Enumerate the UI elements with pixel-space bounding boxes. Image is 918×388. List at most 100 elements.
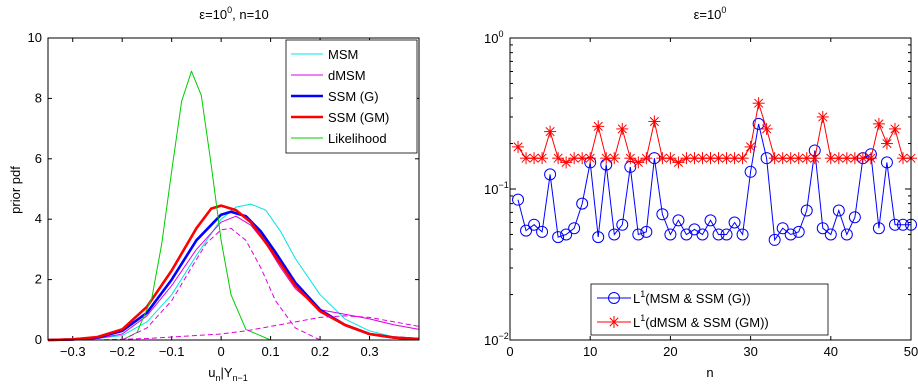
right-point-circle — [736, 228, 749, 241]
right-point-star — [848, 152, 861, 165]
right-point-circle — [576, 197, 589, 210]
left-legend-label: MSM — [328, 47, 358, 62]
right-point-circle — [720, 228, 733, 241]
right-point-circle — [528, 218, 541, 231]
right-point-circle — [592, 231, 605, 244]
right-point-star — [640, 152, 653, 165]
right-point-star — [680, 152, 693, 165]
right-series-line-0 — [517, 123, 911, 242]
left-x-axis-label: un|Yn−1 — [208, 365, 248, 383]
right-point-star — [752, 97, 765, 110]
right-point-star — [760, 122, 773, 135]
right-point-star — [592, 120, 605, 133]
right-point-star — [584, 152, 597, 165]
right-point-circle — [560, 228, 573, 241]
left-plot-frame — [47, 37, 420, 341]
left-x-tick-label: −0.2 — [109, 344, 135, 359]
right-x-tick-label: 10 — [583, 344, 597, 359]
left-x-tick-label: 0 — [218, 344, 225, 359]
left-series-line-4 — [48, 70, 419, 341]
right-point-star — [672, 156, 685, 169]
left-series-line-0 — [47, 203, 420, 341]
right-point-star — [872, 117, 885, 130]
right-y-tick-label: 100 — [484, 29, 503, 46]
left-x-tick-label: 0.2 — [311, 344, 329, 359]
right-point-circle — [880, 156, 893, 169]
right-point-star — [648, 115, 661, 128]
right-point-circle — [744, 165, 757, 178]
right-point-star — [888, 122, 901, 135]
right-point-circle — [672, 214, 685, 227]
right-chart-title: ε=100 — [694, 5, 727, 22]
right-x-tick-label: 0 — [506, 344, 513, 359]
right-point-circle — [712, 228, 725, 241]
right-point-circle — [896, 218, 909, 231]
right-point-circle — [696, 228, 709, 241]
right-point-star — [736, 152, 749, 165]
right-point-star — [808, 152, 821, 165]
right-point-circle — [848, 211, 861, 224]
left-chart: ε=100, n=10 prior pdf un|Yn−1 −0.3 −0.2 −0… — [8, 5, 420, 383]
left-y-axis-label: prior pdf — [8, 166, 23, 214]
right-point-circle — [656, 208, 669, 221]
right-point-circle — [728, 216, 741, 229]
right-point-star — [536, 152, 549, 165]
right-point-star — [512, 140, 525, 153]
right-legend-label: L1(dMSM & SSM (GM)) — [633, 313, 769, 330]
right-point-star — [864, 152, 877, 165]
right-point-star — [744, 140, 757, 153]
right-point-circle — [512, 193, 525, 206]
right-x-axis-label: n — [706, 365, 713, 380]
left-series-line-1 — [47, 215, 420, 341]
right-x-tick-label: 40 — [824, 344, 838, 359]
left-x-tick-label: 0.1 — [262, 344, 280, 359]
right-point-circle — [616, 218, 629, 231]
left-series-line-3 — [47, 204, 420, 342]
right-point-star — [544, 125, 557, 138]
right-point-circle — [544, 168, 557, 181]
left-x-tick-label: −0.1 — [159, 344, 185, 359]
right-point-circle — [832, 204, 845, 217]
right-point-circle — [872, 222, 885, 235]
left-x-tick-label: −0.3 — [60, 344, 86, 359]
right-point-circle — [776, 222, 789, 235]
left-y-tick-label: 2 — [35, 272, 42, 287]
right-point-circle — [552, 231, 565, 244]
right-point-circle — [632, 228, 645, 241]
right-series-line-1 — [517, 103, 911, 163]
right-point-star — [880, 137, 893, 150]
right-point-star — [664, 152, 677, 165]
right-point-circle — [824, 228, 837, 241]
right-point-circle — [840, 228, 853, 241]
left-series-line-6 — [48, 315, 420, 341]
right-x-tick-label: 30 — [743, 344, 757, 359]
right-point-star — [568, 152, 581, 165]
left-legend-label: SSM (G) — [328, 89, 379, 104]
left-y-tick-label: 8 — [35, 90, 42, 105]
left-series-line-5 — [121, 227, 321, 341]
right-chart: ε=100 n 0 10 20 30 40 50 10−2 10−1 100 L1(MSM & … — [484, 5, 918, 380]
right-point-circle — [792, 225, 805, 238]
right-point-circle — [520, 224, 533, 237]
right-legend-label: L1(MSM & SSM (G)) — [633, 289, 751, 306]
left-y-tick-label: 10 — [28, 30, 42, 45]
right-point-circle — [768, 233, 781, 246]
right-legend-marker-circle — [608, 292, 620, 304]
right-point-circle — [752, 117, 765, 130]
right-point-star — [816, 110, 829, 123]
right-legend: L1(MSM & SSM (G)) L1(dMSM & SSM (GM)) — [590, 283, 829, 336]
right-point-circle — [568, 222, 581, 235]
right-point-circle — [664, 228, 677, 241]
right-x-tick-label: 50 — [904, 344, 918, 359]
right-y-tick-label: 10−1 — [484, 180, 509, 197]
left-legend-label: dMSM — [328, 68, 366, 83]
right-legend-marker-star — [608, 316, 620, 328]
right-point-star — [616, 122, 629, 135]
right-legend-box — [590, 283, 829, 336]
right-point-circle — [784, 228, 797, 241]
right-plot-frame — [509, 37, 912, 341]
right-point-circle — [888, 218, 901, 231]
left-x-tick-label: 0.3 — [360, 344, 378, 359]
left-legend: MSM dMSM SSM (G) SSM (GM) Likelihood — [285, 39, 418, 154]
